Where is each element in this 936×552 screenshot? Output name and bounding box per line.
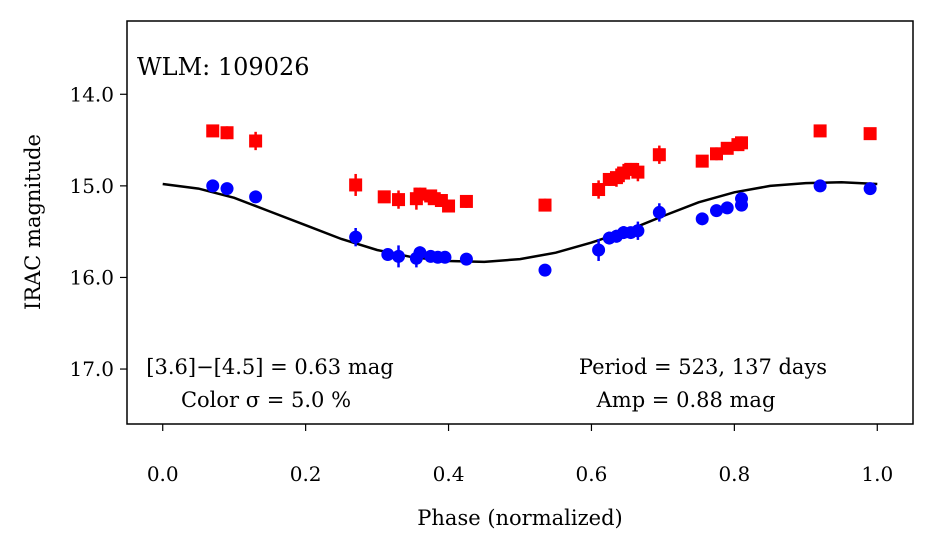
y-axis-ticks: 14.0 15.0 16.0 17.0 <box>69 82 127 381</box>
chart-title: WLM: 109026 <box>137 53 310 81</box>
data-point-circle <box>249 190 263 204</box>
data-point-square <box>592 183 606 197</box>
data-point-circle <box>592 243 606 257</box>
data-point-circle <box>413 246 427 260</box>
data-point-square <box>710 147 723 161</box>
data-point-square <box>220 126 234 140</box>
x-tick-label: 1.0 <box>861 462 893 486</box>
data-point-circle <box>720 201 734 215</box>
data-point-circle <box>381 248 395 262</box>
y-tick-label: 14.0 <box>69 82 114 106</box>
data-point-circle <box>695 212 709 226</box>
data-point-square <box>631 165 645 179</box>
data-point-circle <box>710 204 723 218</box>
color-annotation-line1: [3.6]−[4.5] = 0.63 mag <box>146 355 393 379</box>
y-axis-label: IRAC magnitude <box>21 134 45 310</box>
data-point-circle <box>813 179 827 193</box>
period-annotation-line1: Period = 523, 137 days <box>579 355 827 379</box>
data-point-square <box>652 148 666 162</box>
data-point-square <box>206 124 220 138</box>
data-point-square <box>413 187 427 201</box>
data-point-square <box>249 134 263 148</box>
data-point-circle <box>631 224 645 238</box>
data-point-square <box>349 178 363 192</box>
data-point-circle <box>863 182 877 196</box>
data-point-circle <box>206 179 220 193</box>
plot-frame <box>126 20 914 425</box>
data-point-square <box>442 199 456 213</box>
data-point-square <box>459 194 473 208</box>
data-point-square <box>863 127 877 141</box>
series-blue-circles <box>206 179 877 277</box>
x-tick-label: 0.2 <box>290 462 322 486</box>
data-point-circle <box>735 192 749 206</box>
data-point-circle <box>459 252 473 266</box>
data-point-circle <box>392 249 406 263</box>
amplitude-annotation: Amp = 0.88 mag <box>596 388 776 412</box>
data-point-square <box>813 124 827 138</box>
x-tick-label: 0.0 <box>147 462 179 486</box>
data-point-square <box>392 193 406 207</box>
x-tick-label: 0.8 <box>718 462 750 486</box>
series-red-squares <box>206 124 877 213</box>
data-point-circle <box>538 263 552 277</box>
y-tick-label: 17.0 <box>69 357 114 381</box>
color-annotation-line2: Color σ = 5.0 % <box>181 388 351 412</box>
x-tick-label: 0.6 <box>576 462 608 486</box>
x-axis-label: Phase (normalized) <box>417 506 622 530</box>
data-point-square <box>538 198 552 212</box>
x-tick-label: 0.4 <box>433 462 465 486</box>
data-point-square <box>720 141 734 155</box>
data-point-square <box>695 154 709 168</box>
data-point-circle <box>652 205 666 219</box>
data-point-square <box>377 190 391 204</box>
x-axis-ticks: 0.0 0.2 0.4 0.6 0.8 1.0 <box>147 424 893 486</box>
data-point-circle <box>220 182 234 196</box>
y-tick-label: 16.0 <box>69 265 114 289</box>
data-point-circle <box>438 250 452 264</box>
y-tick-label: 15.0 <box>69 174 114 198</box>
data-point-circle <box>349 230 363 244</box>
model-curve <box>162 180 878 264</box>
data-point-square <box>735 136 749 150</box>
